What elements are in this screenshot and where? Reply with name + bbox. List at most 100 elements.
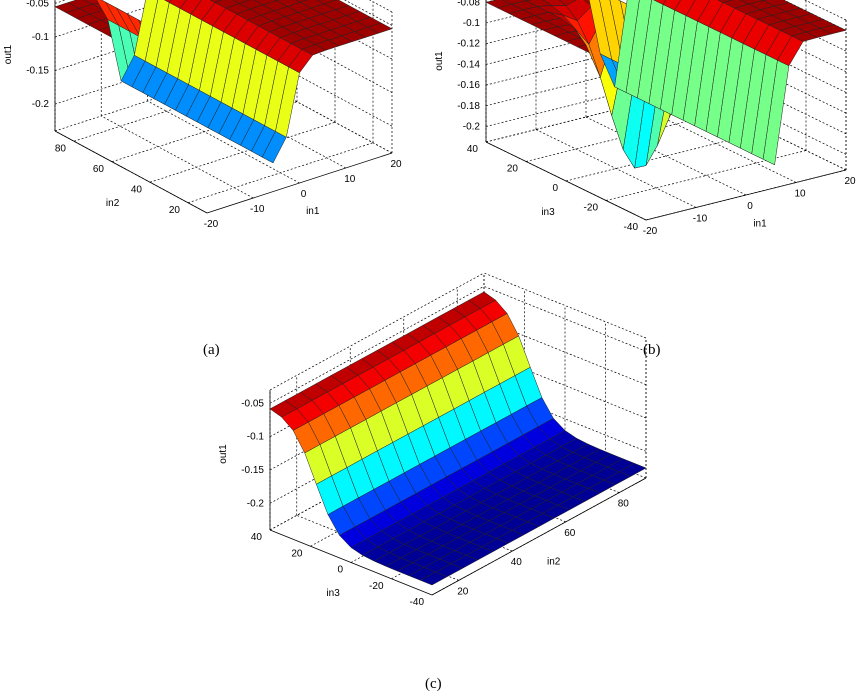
z-tick-label: -0.1: [247, 432, 265, 443]
y-tick-label: 60: [93, 164, 105, 175]
surface-patch: [134, 0, 158, 62]
z-tick-label: -0.15: [26, 66, 49, 77]
z-tick-label: -0.1: [32, 32, 50, 43]
y-tick-label: 40: [251, 532, 263, 543]
surface-patch: [323, 0, 350, 10]
y-tick-label: 0: [552, 183, 558, 194]
z-tick-label: -0.14: [457, 59, 480, 70]
y-tick-label: 80: [55, 143, 67, 154]
surface-patch: [697, 0, 724, 28]
surface-patch: [653, 0, 667, 5]
surface-mesh: [269, 291, 647, 586]
surface-patch: [274, 0, 280, 1]
y-tick-label: -20: [584, 203, 599, 214]
y-tick-label: 20: [169, 205, 181, 216]
surface-patch: [565, 0, 593, 22]
z-tick-label: -0.2: [32, 99, 50, 110]
z-tick-label: -0.16: [457, 80, 480, 91]
y-tick-label: 0: [337, 565, 343, 576]
x-tick-label: 0: [301, 189, 307, 200]
x-axis-label: in1: [753, 219, 767, 230]
surface-patch: [542, 0, 567, 6]
surface-patch: [238, 0, 264, 10]
tick-labels: -0.05 -0.1 -0.15 -0.2 -20 -10 0 10 20 20 40 60 80: [26, 0, 402, 230]
x-tick-label: 60: [564, 528, 576, 539]
surface-patch: [299, 0, 326, 9]
surface-plot-c: -0.05 -0.1 -0.15 -0.2 20 40 60 80 -40 -20 0 20 40 in2…: [218, 272, 647, 608]
z-tick-label: -0.05: [241, 398, 264, 409]
surface-patch: [739, 0, 764, 5]
panel-label-c: (c): [425, 676, 442, 692]
surface-patch: [144, 0, 170, 68]
x-tick-label: 0: [747, 201, 753, 212]
surface-plot-a: -0.05 -0.1 -0.15 -0.2 -20 -10 0 10 20 20 40 60 80 in1…: [3, 0, 402, 230]
x-tick-label: 20: [457, 586, 469, 597]
panel-label-a: (a): [203, 342, 220, 358]
z-tick-label: -0.2: [463, 121, 481, 132]
surface-plot-b: -0.08 -0.1 -0.12 -0.14 -0.16 -0.18 -0.2 -20 -10 0…: [434, 0, 856, 237]
surface-patch: [275, 0, 302, 7]
surface-patch: [179, 0, 202, 15]
surface-patch: [523, 0, 532, 2]
surface-patch: [762, 0, 790, 7]
surface-patch: [214, 0, 240, 9]
x-tick-label: -10: [693, 214, 708, 225]
x-tick-label: 10: [344, 174, 356, 185]
surface-patch: [662, 0, 681, 11]
surface-patch: [637, 0, 664, 104]
y-tick-label: 20: [507, 164, 519, 175]
z-axis-label: out1: [434, 51, 445, 71]
x-tick-label: -20: [643, 226, 658, 237]
surface-patch: [316, 0, 337, 5]
y-tick-label: -40: [410, 597, 425, 608]
z-tick-label: -0.08: [457, 0, 480, 8]
surface-patch: [614, 0, 640, 93]
tick-labels: -0.05 -0.1 -0.15 -0.2 20 40 60 80 -40 -20 0 20 40: [241, 398, 629, 608]
panel-label-b: (b): [643, 342, 661, 358]
y-tick-label: -20: [369, 581, 384, 592]
x-tick-label: -10: [250, 204, 265, 215]
x-tick-label: -20: [204, 219, 219, 230]
y-axis-label: in3: [541, 207, 555, 218]
y-tick-label: 40: [131, 184, 143, 195]
x-tick-label: 20: [844, 176, 856, 187]
surface-patch: [685, 0, 711, 22]
surface-patch: [722, 0, 750, 9]
x-tick-label: 40: [511, 557, 523, 568]
z-tick-label: -0.05: [26, 0, 49, 9]
surface-patch: [625, 0, 652, 99]
surface-patch: [717, 0, 733, 3]
surface-patch: [559, 0, 577, 6]
y-tick-label: 20: [291, 548, 303, 559]
surface-patch: [253, 0, 278, 6]
z-tick-label: -0.15: [241, 465, 264, 476]
y-axis-label: in2: [106, 198, 120, 209]
x-axis-label: in2: [547, 557, 561, 568]
surface-patch: [209, 0, 223, 3]
surface-mesh: [485, 0, 847, 169]
tick-labels: -0.08 -0.1 -0.12 -0.14 -0.16 -0.18 -0.2 -20 -10 0…: [457, 0, 856, 237]
surface-patch: [168, 0, 187, 9]
surface-patch: [674, 0, 696, 16]
y-tick-label: -40: [624, 222, 639, 233]
surface-mesh: [54, 0, 393, 164]
surface-patch: [502, 0, 527, 5]
z-axis-label: out1: [218, 444, 229, 464]
surface-patch: [190, 0, 216, 21]
x-tick-label: 80: [618, 499, 630, 510]
surface-patch: [525, 0, 553, 7]
surface-patch: [295, 0, 308, 3]
surface-patch: [232, 0, 251, 4]
surface-patch: [761, 0, 767, 1]
surface-patch: [67, 0, 93, 9]
surface-patch: [468, 291, 497, 309]
z-tick-label: -0.2: [247, 498, 265, 509]
surface-patch: [485, 0, 513, 9]
y-axis-label: in3: [326, 588, 340, 599]
surface-patch: [164, 0, 172, 3]
z-axis-label: out1: [3, 44, 14, 64]
x-axis-label: in1: [306, 206, 320, 217]
x-tick-label: 10: [794, 189, 806, 200]
z-tick-label: -0.12: [457, 39, 480, 50]
z-tick-label: -0.1: [463, 18, 481, 29]
